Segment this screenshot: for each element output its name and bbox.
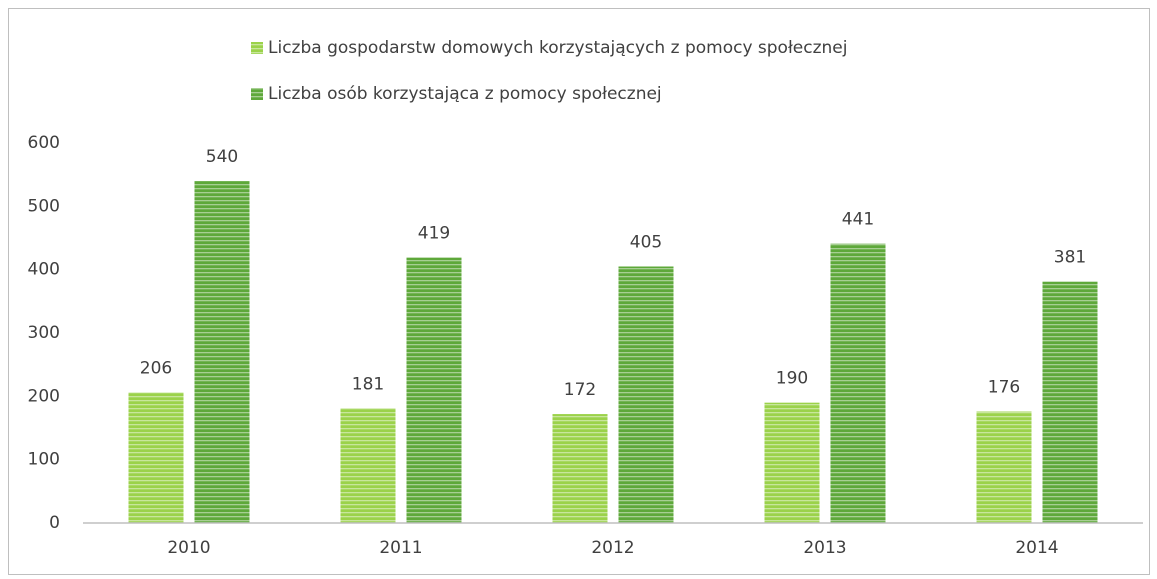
y-tick-label: 600 <box>28 133 60 153</box>
data-label: 190 <box>776 369 808 389</box>
y-tick-label: 300 <box>28 323 60 343</box>
x-tick-label: 2012 <box>591 538 634 558</box>
data-label: 405 <box>630 233 662 253</box>
data-label: 172 <box>564 380 596 400</box>
bar <box>552 414 608 523</box>
legend-swatch <box>251 88 263 100</box>
data-label: 419 <box>418 224 450 244</box>
y-tick-label: 400 <box>28 260 60 280</box>
x-tick-label: 2013 <box>803 538 846 558</box>
data-label: 381 <box>1054 248 1086 268</box>
bar <box>976 411 1032 523</box>
bar <box>830 243 886 523</box>
legend-label: Liczba gospodarstw domowych korzystający… <box>268 38 847 58</box>
bar <box>764 402 820 523</box>
legend-swatch <box>251 42 263 54</box>
bar <box>618 266 674 523</box>
x-tick-label: 2011 <box>379 538 422 558</box>
bar <box>406 257 462 523</box>
y-tick-label: 100 <box>28 450 60 470</box>
bar <box>194 181 250 523</box>
y-tick-label: 0 <box>49 513 60 533</box>
bar <box>340 408 396 523</box>
data-label: 176 <box>988 378 1020 398</box>
legend-label: Liczba osób korzystająca z pomocy społec… <box>268 84 662 104</box>
y-tick-label: 500 <box>28 196 60 216</box>
y-tick-label: 200 <box>28 386 60 406</box>
x-tick-label: 2010 <box>167 538 210 558</box>
bar <box>128 392 184 523</box>
bar <box>1042 281 1098 523</box>
data-label: 206 <box>140 359 172 379</box>
data-label: 540 <box>206 147 238 167</box>
data-label: 181 <box>352 374 384 394</box>
data-label: 441 <box>842 210 874 230</box>
x-tick-label: 2014 <box>1015 538 1058 558</box>
